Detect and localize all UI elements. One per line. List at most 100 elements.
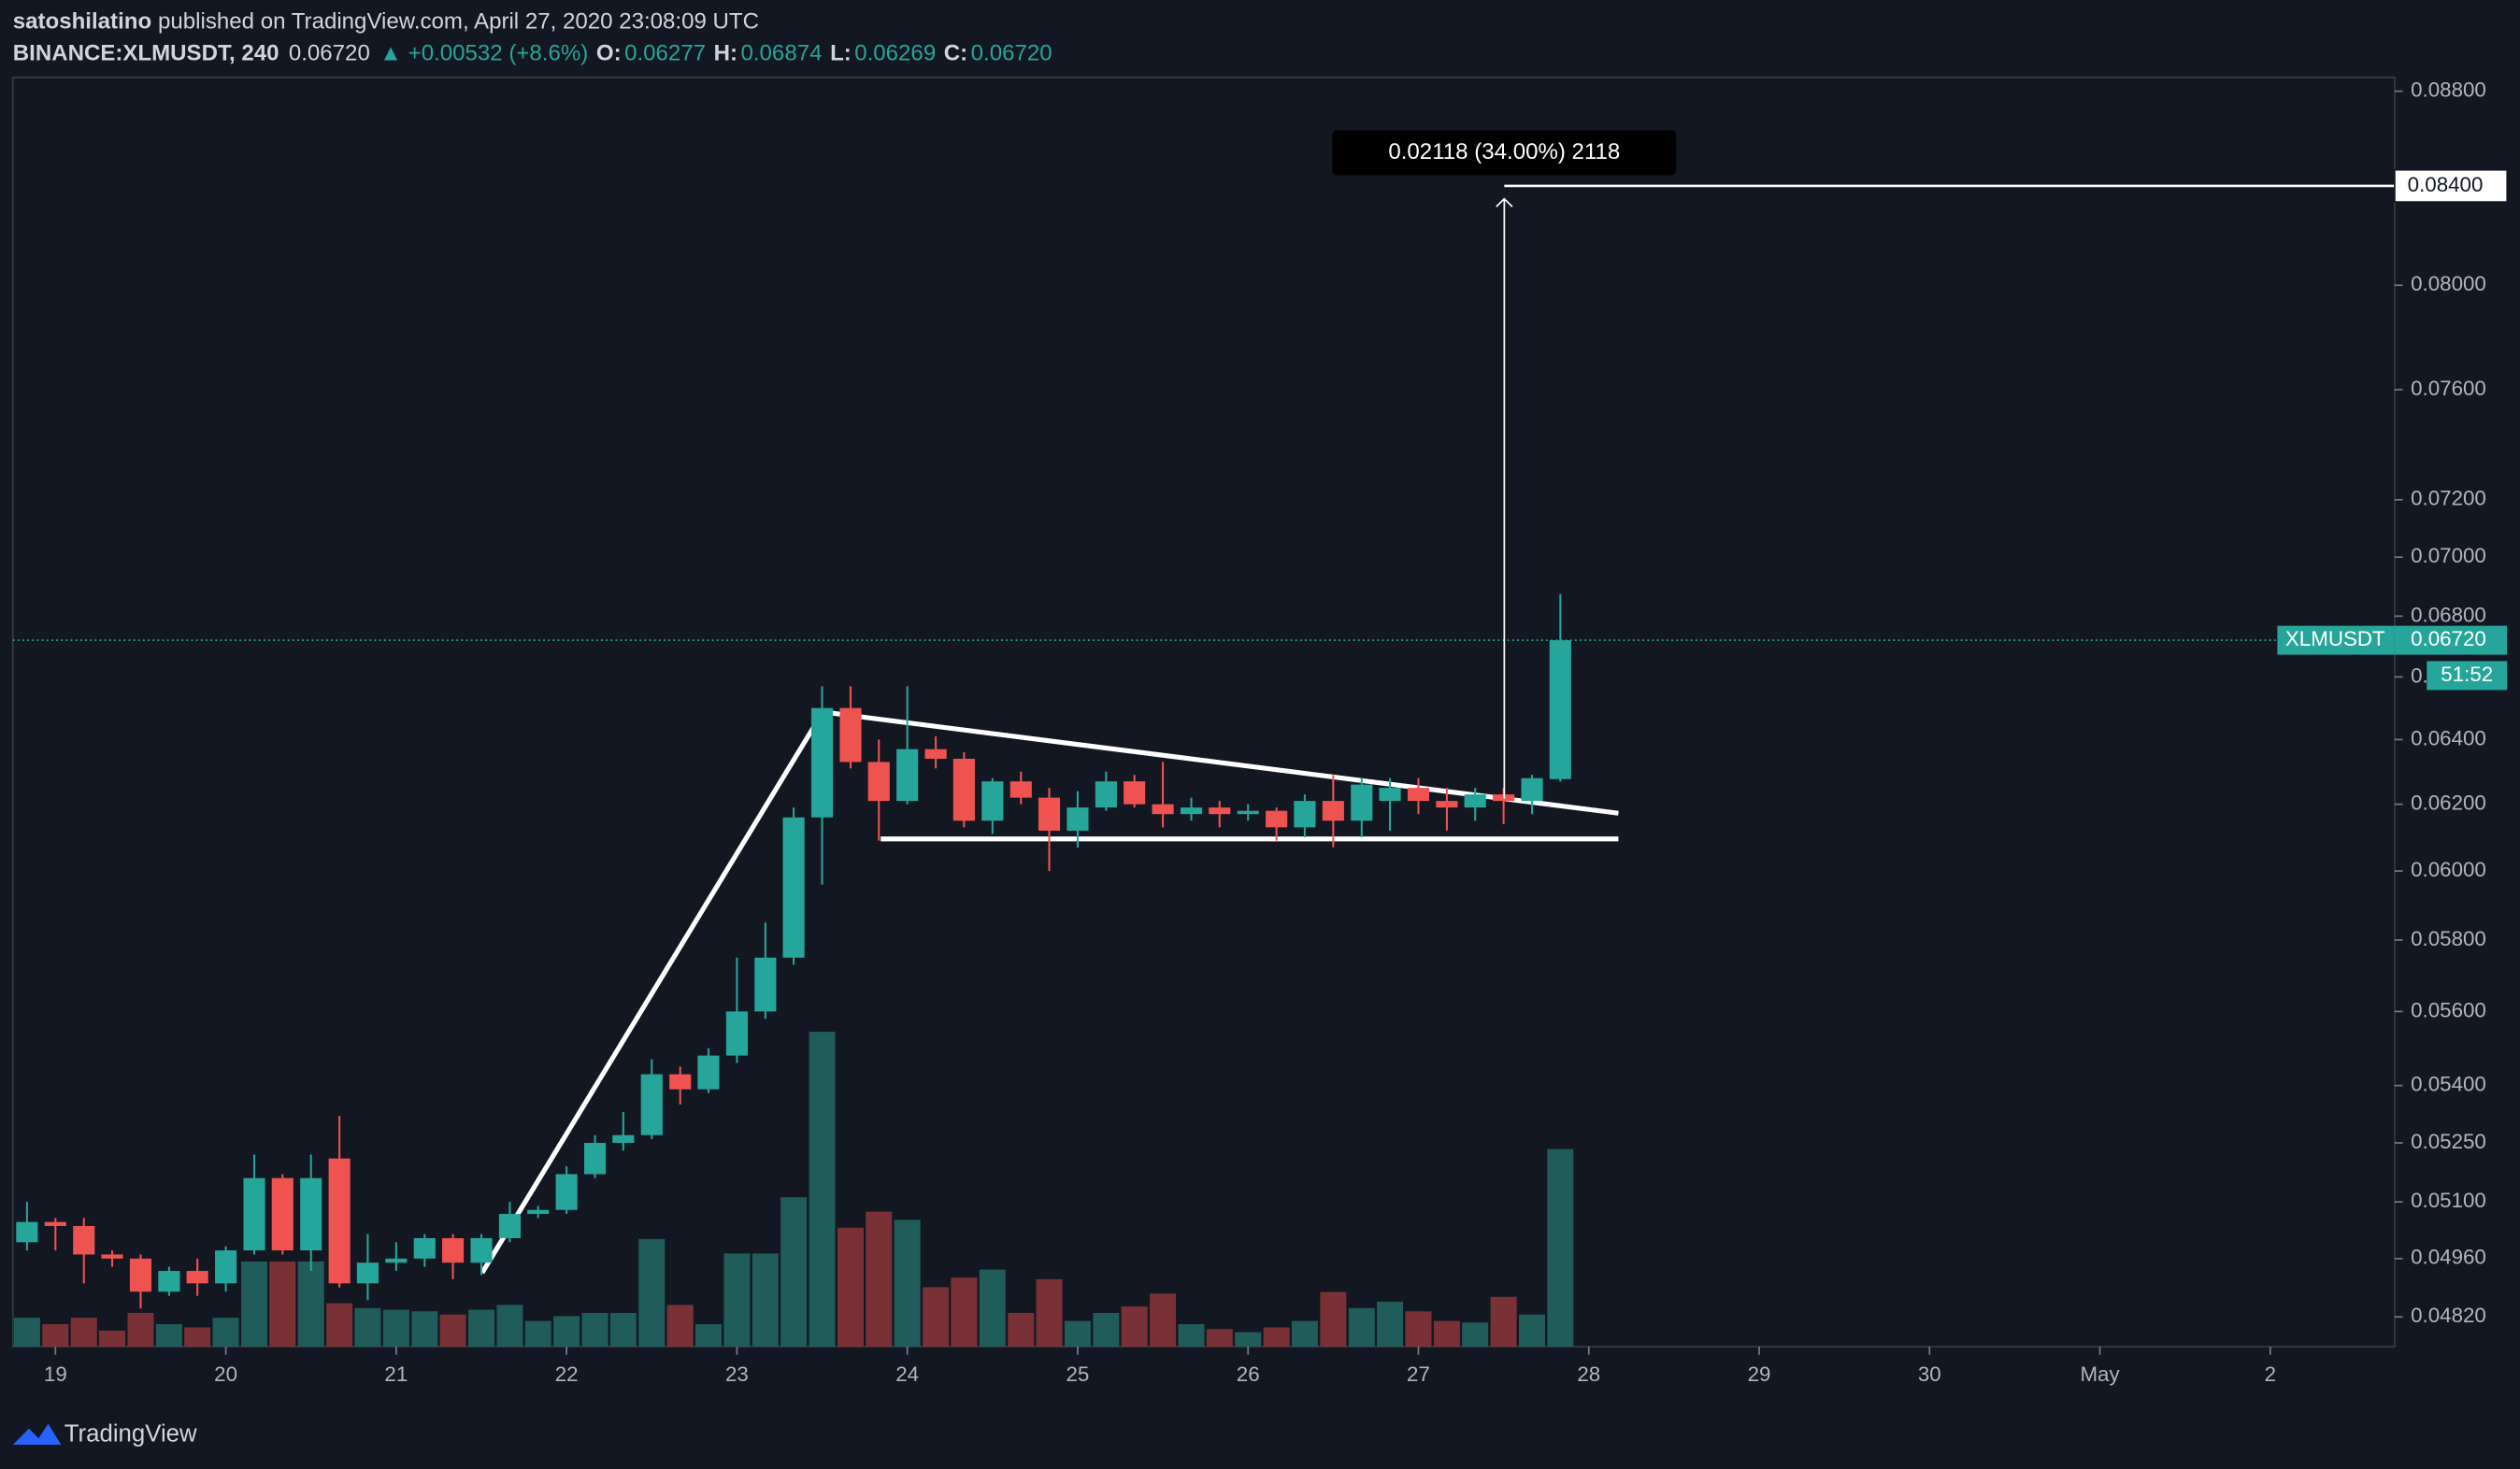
volume-bar [780,1197,808,1348]
volume-bar [13,1318,40,1348]
candle-body [16,1221,38,1243]
candle-body [44,1221,66,1226]
volume-bar [1064,1320,1091,1348]
volume-bar [382,1309,409,1348]
volume-bar [979,1269,1006,1348]
volume-bar [1462,1322,1489,1348]
last-price-name-box [2277,625,2395,655]
logo-icon [12,1423,62,1445]
x-tick-label: 25 [1067,1362,1090,1386]
x-tick-label: 27 [1407,1362,1430,1386]
measure-label: 0.02118 (34.00%) 2118 [1388,139,1620,164]
candle-body [1209,807,1231,815]
candle-body [243,1177,265,1251]
x-tick-label: 26 [1237,1362,1260,1386]
candle-body [385,1258,408,1263]
volume-bar [1433,1320,1460,1348]
y-tick-label: 0.04960 [2411,1246,2486,1269]
target-label: 0.08400 [2408,173,2484,196]
volume-bar [866,1211,893,1348]
volume-bar [354,1307,381,1348]
volume-bar [553,1316,580,1348]
y-tick-label: 0.04820 [2411,1304,2486,1327]
volume-bar [42,1324,69,1348]
volume-bar [411,1311,438,1348]
volume-bar [1036,1278,1063,1348]
candle-body [158,1271,180,1292]
last-price-label: 0.06720 [2411,627,2486,650]
volume-bar [666,1305,694,1348]
y-tick-label: 0.05100 [2411,1189,2486,1212]
volume-bar [1405,1311,1432,1348]
y-tick-label: 0.07200 [2411,487,2486,510]
candle-body [1464,794,1486,808]
volume-bar [297,1261,324,1348]
volume-bar [894,1219,921,1348]
last-price-name: XLMUSDT [2285,627,2385,650]
candle-body [1436,801,1458,808]
volume-bar [496,1305,523,1348]
volume-bar [1178,1324,1205,1348]
candle-body [101,1254,123,1259]
x-tick-label: May [2080,1362,2120,1386]
candle-body [810,707,834,818]
candle-body [1322,801,1344,821]
y-tick-label: 0.05400 [2411,1073,2486,1096]
candle-body [413,1237,436,1259]
x-tick-label: 29 [1748,1362,1771,1386]
candle-body [782,817,805,958]
published: published on TradingView.com, April 27, … [158,9,759,35]
volume-bar [1490,1296,1517,1348]
volume-bar [837,1227,864,1348]
volume-bar [439,1314,466,1348]
candle-body [1038,797,1061,831]
volume-bar [1348,1307,1375,1348]
change: ▲ +0.00532 (+8.6%) [379,41,588,66]
header-line-1: satoshilatino published on TradingView.co… [13,9,759,35]
candle-body [1407,788,1430,802]
volume-bar [1150,1293,1177,1348]
volume-bar [723,1253,751,1348]
volume-bar [184,1327,211,1348]
candle-body [867,762,890,802]
candle-body [1067,807,1089,831]
candle-body [697,1055,720,1090]
volume-bar [99,1330,126,1348]
ohlc-value: 0.06269 [854,41,936,66]
candle-body [498,1214,522,1238]
volume-bar [127,1312,154,1348]
volume-bar [638,1238,666,1348]
footer: TradingView [12,1420,197,1447]
candle-body [839,707,862,763]
volume-bar [809,1032,836,1348]
candle-body [300,1177,322,1251]
volume-bar [694,1324,722,1348]
volume-bar [326,1303,353,1348]
candle-body [924,749,947,759]
candle-body [952,758,975,821]
volume-bar [212,1318,239,1348]
y-tick-label: 0.08800 [2411,78,2486,101]
plot-frame [11,76,2396,1348]
volume-bar [609,1312,637,1348]
candle-body [584,1143,607,1175]
volume-bar [1291,1320,1318,1348]
volume-bar [1206,1329,1233,1348]
ohlc-key: H: [714,41,737,66]
volume-bar [155,1324,182,1348]
candle-body [725,1011,748,1056]
x-tick-label: 22 [555,1362,579,1386]
brand: TradingView [64,1420,197,1447]
volume-bar [1377,1301,1404,1348]
x-tick-label: 28 [1577,1362,1600,1386]
volume-bar [951,1277,978,1348]
candle-body [328,1158,351,1284]
volume-bar [752,1253,779,1348]
candle-body [1152,804,1174,815]
y-tick-label: 0.05800 [2411,927,2486,950]
volume-bar [524,1320,551,1348]
candle-body [640,1074,663,1135]
candle-body [441,1237,465,1263]
candle-body [215,1250,237,1284]
